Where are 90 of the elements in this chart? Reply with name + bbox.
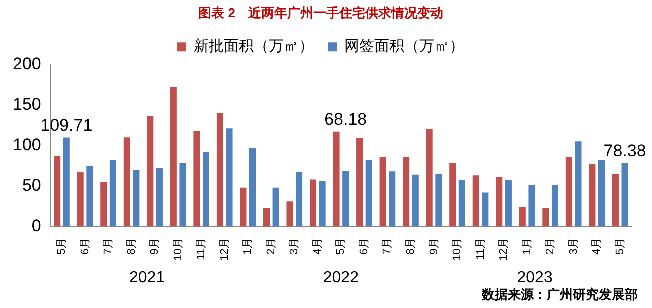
x-tick-label: 6月: [358, 238, 370, 255]
x-tick-label: 5月: [56, 238, 68, 255]
x-tick-label: 5月: [614, 238, 626, 255]
bar: [147, 116, 154, 227]
bar: [272, 188, 280, 227]
x-tick-label: 2月: [265, 238, 278, 255]
x-tick-label: 12月: [498, 238, 510, 262]
x-tick-label: 8月: [405, 238, 418, 255]
y-tick-label: 0: [32, 216, 42, 236]
x-tick-label: 10月: [172, 238, 184, 262]
bar: [426, 129, 433, 227]
bar: [263, 208, 270, 227]
bar: [86, 166, 94, 227]
chart-title: 图表 2 近两年广州一手住宅供求情况变动: [198, 5, 444, 20]
x-tick-label: 3月: [568, 238, 580, 255]
y-tick-label: 200: [12, 54, 42, 74]
x-tick-label: 5月: [335, 238, 348, 255]
bar: [170, 87, 177, 227]
bar: [194, 131, 200, 227]
bar: [496, 177, 503, 227]
bar: [124, 138, 130, 227]
bar: [389, 172, 396, 227]
bar: [566, 157, 572, 227]
x-tick-label: 7月: [382, 238, 394, 255]
bar: [380, 157, 386, 227]
bar: [286, 202, 294, 227]
bar: [450, 164, 456, 227]
data-label: 78.38: [604, 141, 646, 160]
y-tick-label: 100: [12, 135, 42, 154]
data-label: 68.18: [324, 110, 368, 130]
bar: [552, 185, 558, 227]
legend-label: 新批面积（万㎡）: [194, 38, 314, 56]
bar: [319, 181, 326, 227]
bar: [458, 180, 466, 227]
x-tick-label: 4月: [591, 238, 604, 255]
x-tick-label: 7月: [102, 238, 115, 255]
bar: [133, 170, 140, 227]
bar: [519, 207, 526, 227]
x-tick-label: 8月: [126, 238, 138, 255]
text: 2021: [130, 269, 166, 286]
bar: [436, 174, 442, 227]
bar: [575, 142, 582, 227]
x-tick-label: 10月: [452, 238, 464, 262]
bar: [356, 138, 364, 227]
bar: [250, 148, 256, 227]
x-tick-label: 9月: [428, 238, 440, 255]
text: 2022: [323, 269, 360, 286]
text: 2023: [517, 269, 553, 286]
bar: [240, 188, 247, 227]
bar: [310, 180, 317, 227]
bar: [412, 174, 419, 227]
bar: [342, 171, 350, 227]
x-tick-label: 9月: [149, 238, 162, 255]
bar: [528, 185, 536, 227]
x-tick-label: 1月: [521, 238, 534, 255]
bar: [77, 172, 84, 227]
x-tick-label: 2月: [544, 238, 557, 255]
bar: [482, 192, 489, 227]
x-tick-label: 1月: [242, 238, 254, 255]
bar: [296, 172, 303, 227]
bar: [403, 157, 410, 227]
y-tick-label: 150: [12, 94, 42, 114]
x-tick-label: 4月: [312, 238, 324, 255]
bar: [333, 132, 340, 227]
bar: [226, 128, 233, 227]
bar: [100, 182, 108, 227]
bar: [505, 180, 512, 227]
bar: [622, 163, 628, 227]
bar: [598, 160, 606, 227]
bar: [156, 168, 163, 227]
bar: [589, 164, 596, 227]
bar: [612, 174, 619, 227]
bar: [216, 113, 224, 227]
x-tick-label: 11月: [474, 238, 487, 260]
source-note: 数据来源：广州研究发展部: [481, 287, 638, 302]
bar: [110, 160, 116, 227]
x-tick-label: 12月: [218, 238, 231, 262]
bar: [542, 208, 550, 227]
x-tick-label: 3月: [288, 238, 301, 255]
bar: [472, 176, 480, 227]
y-tick-label: 50: [22, 176, 42, 195]
bar: [54, 156, 61, 227]
bar: [366, 160, 372, 227]
bar: [180, 164, 186, 227]
legend-label: 网签面积（万㎡）: [344, 38, 464, 56]
x-tick-label: 11月: [196, 238, 208, 260]
bar: [202, 152, 210, 227]
x-tick-label: 6月: [79, 238, 92, 255]
bar: [63, 138, 70, 227]
data-label: 109.71: [40, 116, 93, 135]
